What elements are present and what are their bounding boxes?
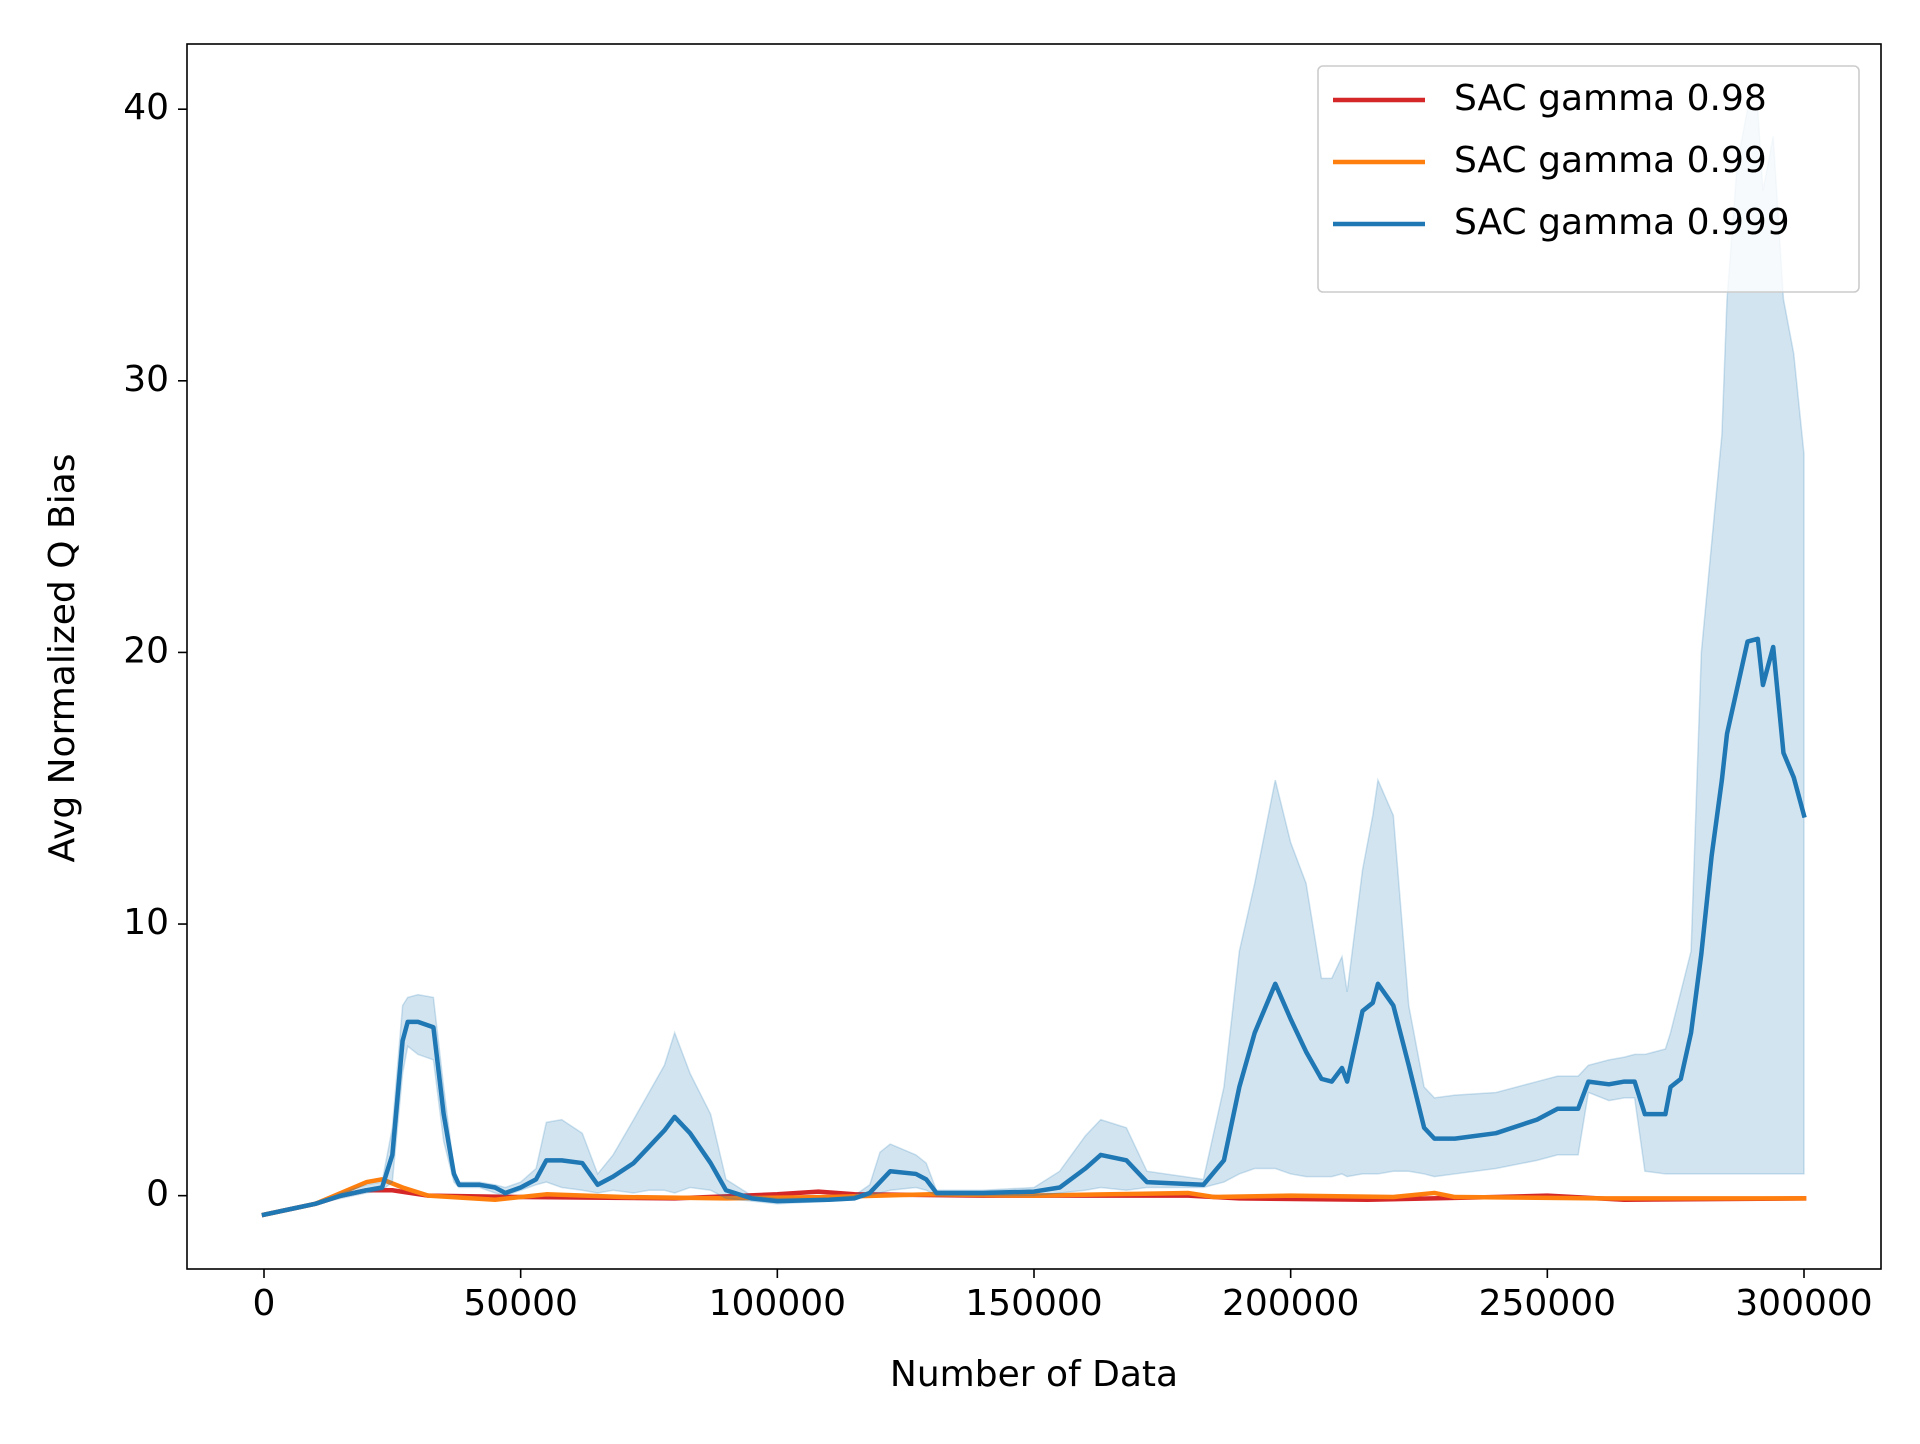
series-line	[261, 1177, 1807, 1218]
legend-label: SAC gamma 0.999	[1454, 202, 1790, 243]
x-tick-label: 0	[253, 1283, 276, 1324]
y-tick-label: 0	[146, 1174, 169, 1215]
legend-label: SAC gamma 0.98	[1454, 78, 1767, 119]
y-axis-label: Avg Normalized Q Bias	[42, 453, 83, 862]
x-tick-label: 200000	[1222, 1283, 1359, 1324]
x-axis-label: Number of Data	[890, 1354, 1178, 1395]
x-tick-label: 250000	[1479, 1283, 1616, 1324]
plot-area	[261, 108, 1807, 1218]
plot-frame	[186, 43, 1882, 1270]
x-tick-label: 150000	[965, 1283, 1102, 1324]
x-tick-label: 50000	[463, 1283, 578, 1324]
x-tick-label: 100000	[709, 1283, 846, 1324]
legend-label: SAC gamma 0.99	[1454, 140, 1767, 181]
y-tick-label: 10	[123, 902, 169, 943]
y-tick-label: 20	[123, 630, 169, 671]
y-tick-label: 30	[123, 359, 169, 400]
legend-box	[1317, 65, 1860, 293]
y-tick-label: 40	[123, 87, 169, 128]
series-line	[261, 636, 1807, 1218]
x-tick-label: 300000	[1735, 1283, 1872, 1324]
